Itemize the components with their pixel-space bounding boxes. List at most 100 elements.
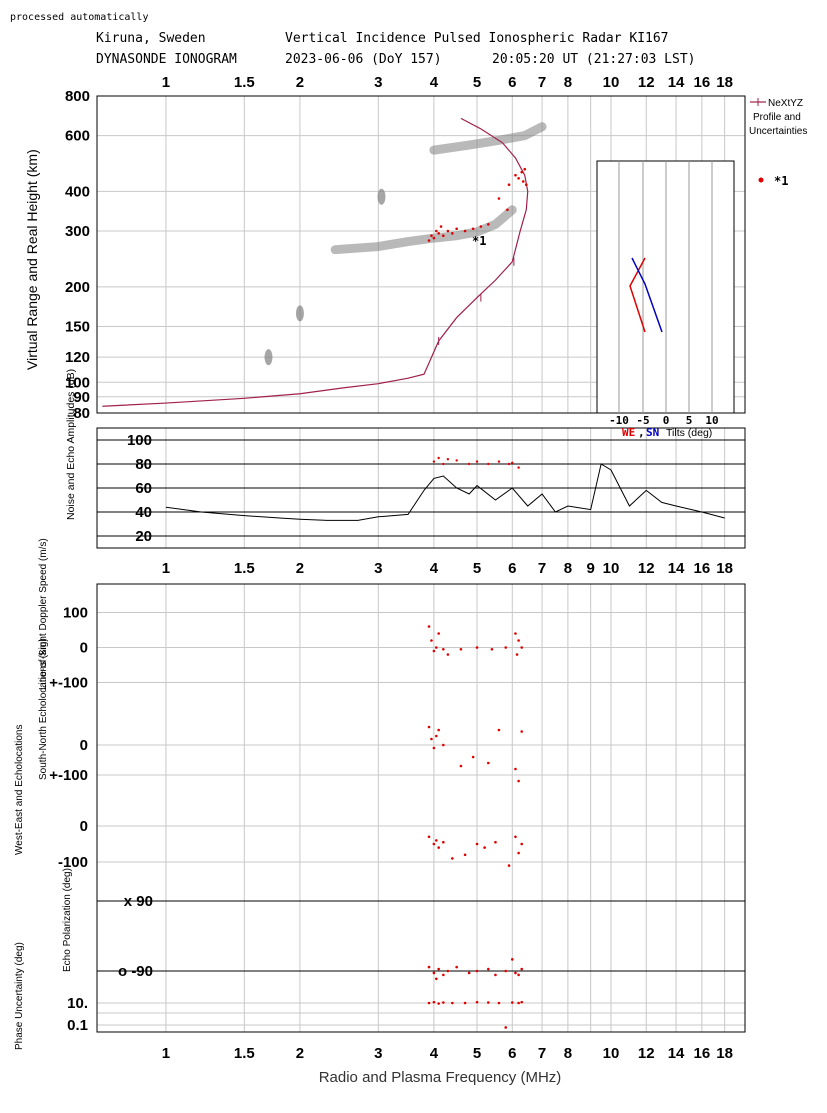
amplitude-echo-point (517, 466, 520, 469)
ionogram-ytick: 400 (65, 183, 90, 200)
we-ytick: 0 (80, 818, 88, 835)
mid-freq-tick: 8 (564, 560, 572, 577)
profile-legend-label-1: NeXtYZ (768, 98, 803, 109)
echo-point (435, 229, 438, 233)
ionogram-ytick: 300 (65, 223, 90, 240)
location-label: Kiruna, Sweden (96, 31, 206, 46)
tilt-grid (618, 161, 713, 413)
mid-freq-tick: 1 (162, 560, 170, 577)
ionogram-ytick: 200 (65, 279, 90, 296)
ionogram-ytick: 80 (73, 405, 90, 422)
tilt-sn-label: SN (646, 426, 659, 439)
we-point (442, 840, 445, 844)
we-point (514, 835, 517, 839)
amplitude-line (165, 463, 725, 521)
sn-point (437, 728, 440, 732)
polarization-point (510, 958, 514, 961)
we-point (494, 840, 497, 844)
polarization-point (435, 977, 438, 981)
echo-trace-blob (264, 349, 273, 366)
mid-freq-tick: 7 (538, 560, 546, 577)
doppler-point (517, 639, 520, 642)
bottom-freq-tick: 12 (638, 1045, 655, 1062)
tilt-axis-label: Tilts (deg) (666, 427, 712, 439)
amplitude-echo-point (475, 460, 479, 463)
bottom-freq-tick: 3 (374, 1045, 382, 1062)
mid-freq-tick: 2 (296, 560, 304, 577)
mark-layer (102, 117, 725, 1029)
echo-point (514, 173, 517, 177)
top-freq-tick: 7 (538, 74, 546, 91)
mid-freq-tick: 6 (508, 560, 516, 577)
polarization-point (446, 969, 450, 973)
we-ytick: -100 (58, 854, 88, 871)
polarization-point (442, 973, 445, 977)
amplitude-ytick: 80 (135, 456, 152, 473)
echo-point (437, 232, 440, 235)
echo-legend: *1 (758, 174, 788, 188)
doppler-ytick: 100 (63, 605, 88, 622)
phase-point (463, 1001, 467, 1005)
tilt-inset: -10 -5 0 5 10 WE , SN Tilts (deg) (596, 160, 735, 439)
we-point (427, 835, 431, 839)
echo-trace-blob (377, 188, 386, 205)
echo-trace-band (330, 205, 517, 255)
ionogram-ytick: 120 (65, 349, 90, 366)
top-freq-tick: 14 (668, 74, 685, 91)
we-point (517, 851, 520, 855)
sn-point (432, 746, 436, 750)
top-freq-tick: 1.5 (234, 74, 255, 91)
profile-line (102, 117, 529, 407)
top-freq-tick: 1 (162, 74, 170, 91)
doppler-ytick: +-100 (49, 675, 88, 692)
tilt-tick-0: 0 (663, 414, 670, 427)
ionogram-ytick: 150 (65, 318, 90, 335)
doppler-point (432, 649, 436, 653)
bottom-freq-tick: 6 (508, 1045, 516, 1062)
polarization-point (487, 967, 490, 971)
bottom-freq-tick: 8 (564, 1045, 572, 1062)
doppler-point (446, 653, 450, 656)
echo-point (451, 232, 454, 235)
doppler-point (475, 646, 479, 649)
tilt-tick-10: 10 (705, 414, 718, 427)
amplitude-echo-point (437, 456, 440, 460)
bottom-freq-tick: 1 (162, 1045, 170, 1062)
doppler-point (515, 653, 519, 656)
sn-point (459, 764, 463, 768)
amplitude-echo-point (446, 458, 450, 461)
polarization-point (494, 973, 497, 977)
echo-point (439, 225, 443, 228)
phase-ytick: 10. (67, 995, 88, 1012)
sn-point (435, 734, 438, 738)
bottom-freq-tick: 2 (296, 1045, 304, 1062)
sn-point (517, 779, 520, 783)
profile-legend: NeXtYZ Profile and Uncertainties (749, 98, 807, 137)
mid-freq-tick: 5 (473, 560, 481, 577)
top-freq-tick: 5 (473, 74, 481, 91)
phase-ylabel: Phase Uncertainty (deg) (14, 942, 25, 1050)
echo-legend-label: *1 (774, 174, 788, 188)
tilt-we-line (629, 257, 646, 333)
processed-label: processed automatically (10, 12, 148, 23)
profile-legend-label-2: Profile and (753, 112, 801, 123)
tilt-tick-5: 5 (686, 414, 693, 427)
echo-point (455, 227, 458, 231)
bottom-freq-tick: 4 (430, 1045, 439, 1062)
mid-freq-tick: 14 (668, 560, 685, 577)
phase-point (432, 1000, 436, 1004)
echo-point (497, 197, 501, 200)
amplitude-echo-point (467, 462, 471, 466)
polarization-point (455, 965, 458, 969)
we-point (483, 846, 486, 849)
echo-trace-band (429, 122, 547, 155)
axis-layer: 1 1.5 2 3 4 5 6 7 8 10 12 14 16 181 1.5 2 3 4 5 6 7 8 9 10 12 14 1… (49, 74, 746, 1062)
phase-point (437, 1002, 440, 1005)
echo-point (446, 229, 450, 233)
product-label: DYNASONDE IONOGRAM (96, 52, 237, 67)
doppler-point (490, 647, 494, 651)
echo-point (517, 177, 520, 180)
amplitude-echo-point (455, 459, 458, 462)
sn-ytick: 0 (80, 737, 88, 754)
